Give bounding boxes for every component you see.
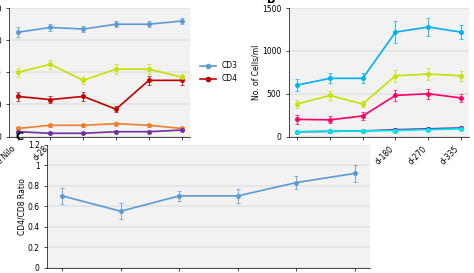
Y-axis label: CD4/CD8 Ratio: CD4/CD8 Ratio [17,178,26,235]
Y-axis label: No. of Cells/ml: No. of Cells/ml [252,45,261,100]
Text: C: C [15,132,23,142]
Legend: CD3, CD4: CD3, CD4 [197,58,241,86]
Text: B: B [267,0,276,5]
